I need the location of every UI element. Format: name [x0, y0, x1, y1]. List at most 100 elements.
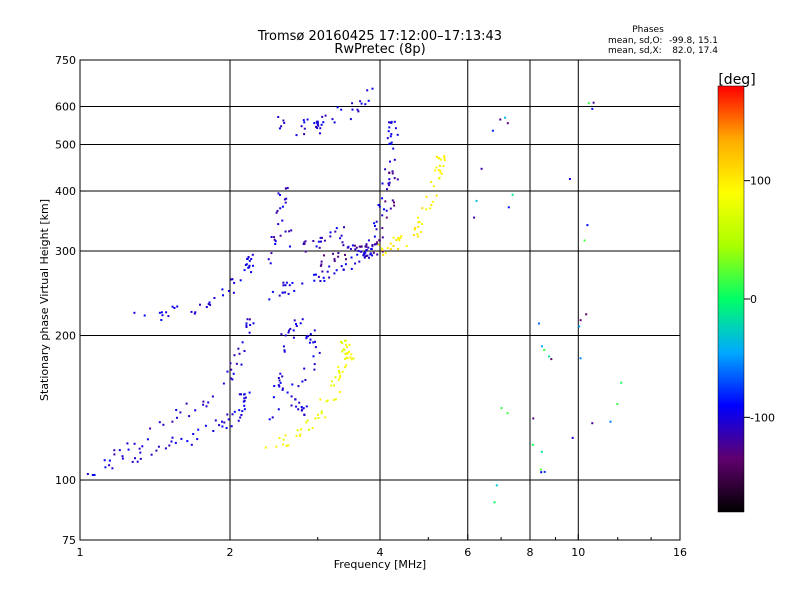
y-tick-label: 75 [62, 534, 76, 547]
echo-point [277, 223, 280, 226]
echo-point [420, 231, 423, 233]
echo-point [367, 239, 370, 242]
echo-point [389, 207, 392, 210]
echo-point [332, 398, 335, 401]
echo-point [176, 305, 179, 308]
echo-point [168, 444, 171, 447]
echo-point [279, 207, 282, 210]
echo-point [273, 238, 276, 241]
echo-point [279, 372, 282, 375]
echo-point [340, 265, 343, 268]
echo-point [222, 294, 224, 297]
echo-point [317, 413, 319, 416]
echo-point [392, 147, 395, 150]
echo-point [287, 292, 290, 295]
echo-point [609, 420, 612, 423]
echo-point [285, 444, 288, 447]
echo-point [190, 443, 193, 446]
echo-point [343, 226, 345, 229]
echo-point [287, 331, 290, 334]
echo-point [435, 166, 438, 169]
echo-point [591, 107, 594, 110]
echo-point [396, 178, 399, 181]
echo-point [108, 459, 111, 462]
echo-point [118, 449, 121, 452]
echo-point [319, 398, 322, 401]
echo-point [391, 170, 394, 173]
echo-point [239, 279, 242, 282]
echo-point [278, 294, 281, 297]
echo-point [303, 367, 306, 370]
echo-point [281, 219, 284, 222]
echo-points [86, 87, 623, 504]
echo-point [350, 256, 353, 259]
echo-point [416, 235, 419, 238]
echo-point [302, 407, 305, 410]
echo-point [194, 409, 197, 412]
echo-point [299, 433, 302, 436]
y-tick-label: 400 [55, 185, 76, 198]
echo-point [248, 259, 251, 262]
echo-point [393, 204, 396, 207]
y-tick-label: 300 [55, 245, 76, 258]
echo-point [320, 240, 322, 243]
echo-point [329, 231, 332, 234]
echo-point [374, 224, 376, 227]
echo-point [389, 160, 391, 163]
echo-point [316, 123, 319, 126]
echo-point [233, 354, 236, 357]
echo-point [301, 380, 304, 383]
echo-point [571, 436, 574, 439]
echo-point [381, 236, 384, 239]
x-tick-label: 2 [227, 546, 234, 559]
echo-point [392, 236, 395, 239]
echo-point [393, 158, 396, 161]
echo-point [165, 311, 168, 314]
echo-point [443, 155, 446, 157]
echo-point [248, 264, 251, 267]
echo-point [279, 194, 281, 196]
echo-point [337, 255, 340, 258]
echo-point [360, 245, 363, 248]
echo-point [539, 468, 542, 471]
echo-point [252, 264, 254, 267]
echo-point [285, 281, 288, 284]
echo-point [307, 428, 310, 431]
echo-point [579, 357, 582, 360]
echo-point [230, 377, 233, 380]
echo-point [281, 387, 284, 390]
echo-point [108, 464, 111, 467]
echo-point [313, 122, 316, 125]
echo-point [315, 125, 317, 128]
echo-point [491, 129, 494, 132]
echo-point [328, 265, 331, 268]
echo-point [273, 385, 276, 387]
echo-point [157, 445, 160, 448]
echo-point [435, 194, 438, 197]
echo-point [295, 405, 298, 408]
echo-point [160, 319, 163, 321]
echo-point [193, 312, 196, 315]
echo-point [275, 445, 278, 448]
echo-point [375, 220, 378, 223]
echo-point [437, 169, 440, 172]
echo-point [306, 419, 309, 422]
echo-point [357, 110, 360, 113]
echo-point [334, 230, 337, 233]
echo-point [297, 408, 300, 411]
echo-point [134, 457, 136, 460]
echo-point [354, 248, 357, 251]
echo-point [620, 381, 623, 384]
echo-point [315, 120, 318, 123]
echo-point [532, 417, 535, 420]
echo-point [240, 393, 242, 396]
x-tick-label: 6 [464, 546, 471, 559]
echo-point [333, 121, 336, 124]
echo-point [299, 434, 302, 437]
echo-point [538, 322, 540, 325]
echo-point [443, 159, 446, 162]
echo-point [237, 347, 240, 350]
echo-point [133, 311, 136, 314]
echo-point [268, 418, 271, 421]
echo-point [231, 413, 234, 416]
